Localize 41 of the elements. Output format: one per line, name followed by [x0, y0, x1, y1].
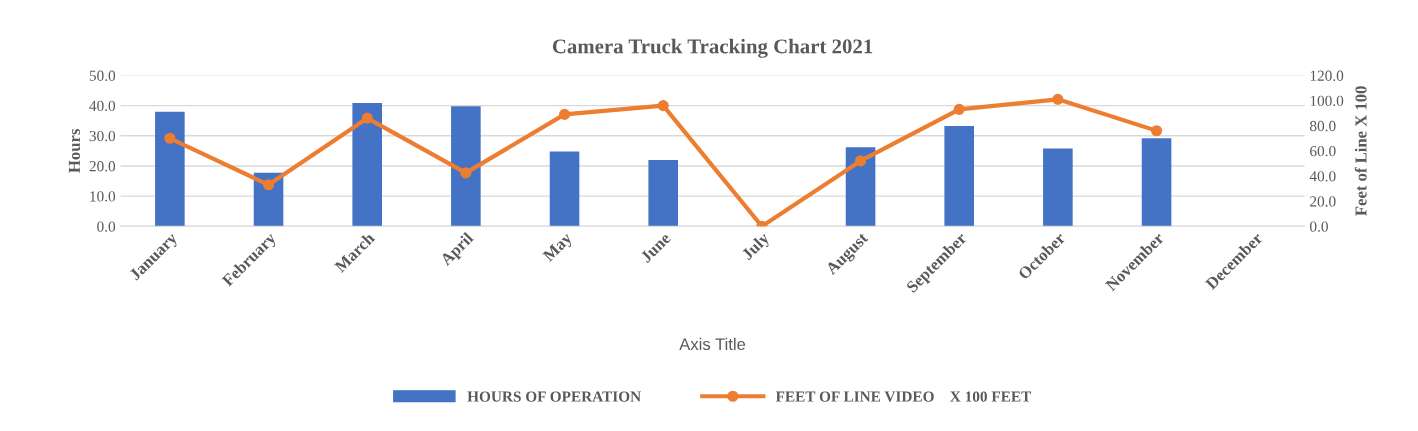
point [558, 108, 571, 120]
y-tick-label: 50.0 [89, 70, 116, 81]
x-tick-label: May [542, 231, 576, 265]
bar [1043, 148, 1073, 227]
legend-label: HOURS OF OPERATION [467, 391, 641, 402]
point [1052, 93, 1064, 105]
y-axis-title: Hours [68, 129, 81, 173]
bar [845, 147, 876, 227]
bar [352, 102, 382, 227]
chart-title: Camera Truck Tracking Chart 2021 [552, 38, 873, 58]
x-tick-label: July [740, 231, 773, 263]
y2-tick-label: 100.0 [1310, 95, 1344, 107]
bar [451, 106, 481, 227]
bar [944, 126, 975, 227]
y2-tick-label: 20.0 [1310, 196, 1336, 207]
y2-axis-title: Feet of Line X 100 [1354, 86, 1367, 216]
legend-label: FEET OF LINE VIDEO X 100 FEET [775, 391, 1032, 402]
y-tick-label: 0.0 [97, 221, 116, 232]
x-axis-title: Axis Title [679, 337, 746, 351]
y2-tick-label: 60.0 [1310, 145, 1336, 157]
bar [1141, 138, 1172, 227]
bar [549, 151, 580, 227]
y2-tick-label: 40.0 [1309, 171, 1336, 182]
bar [648, 159, 679, 227]
point [460, 167, 472, 179]
point [657, 100, 669, 112]
bar [155, 111, 185, 227]
point [1151, 125, 1163, 137]
point [854, 155, 867, 167]
y2-tick-label: 120.0 [1310, 70, 1344, 81]
y-tick-label: 20.0 [89, 161, 116, 172]
point [262, 179, 275, 191]
point [953, 103, 965, 115]
y2-tick-label: 0.0 [1310, 221, 1328, 232]
y-tick-label: 40.0 [89, 100, 116, 112]
x-tick-label: June [639, 231, 672, 264]
y2-tick-label: 80.0 [1310, 120, 1336, 132]
y-tick-label: 10.0 [90, 191, 116, 202]
y-tick-label: 30.0 [89, 130, 116, 142]
point [361, 112, 373, 124]
point [164, 132, 176, 144]
